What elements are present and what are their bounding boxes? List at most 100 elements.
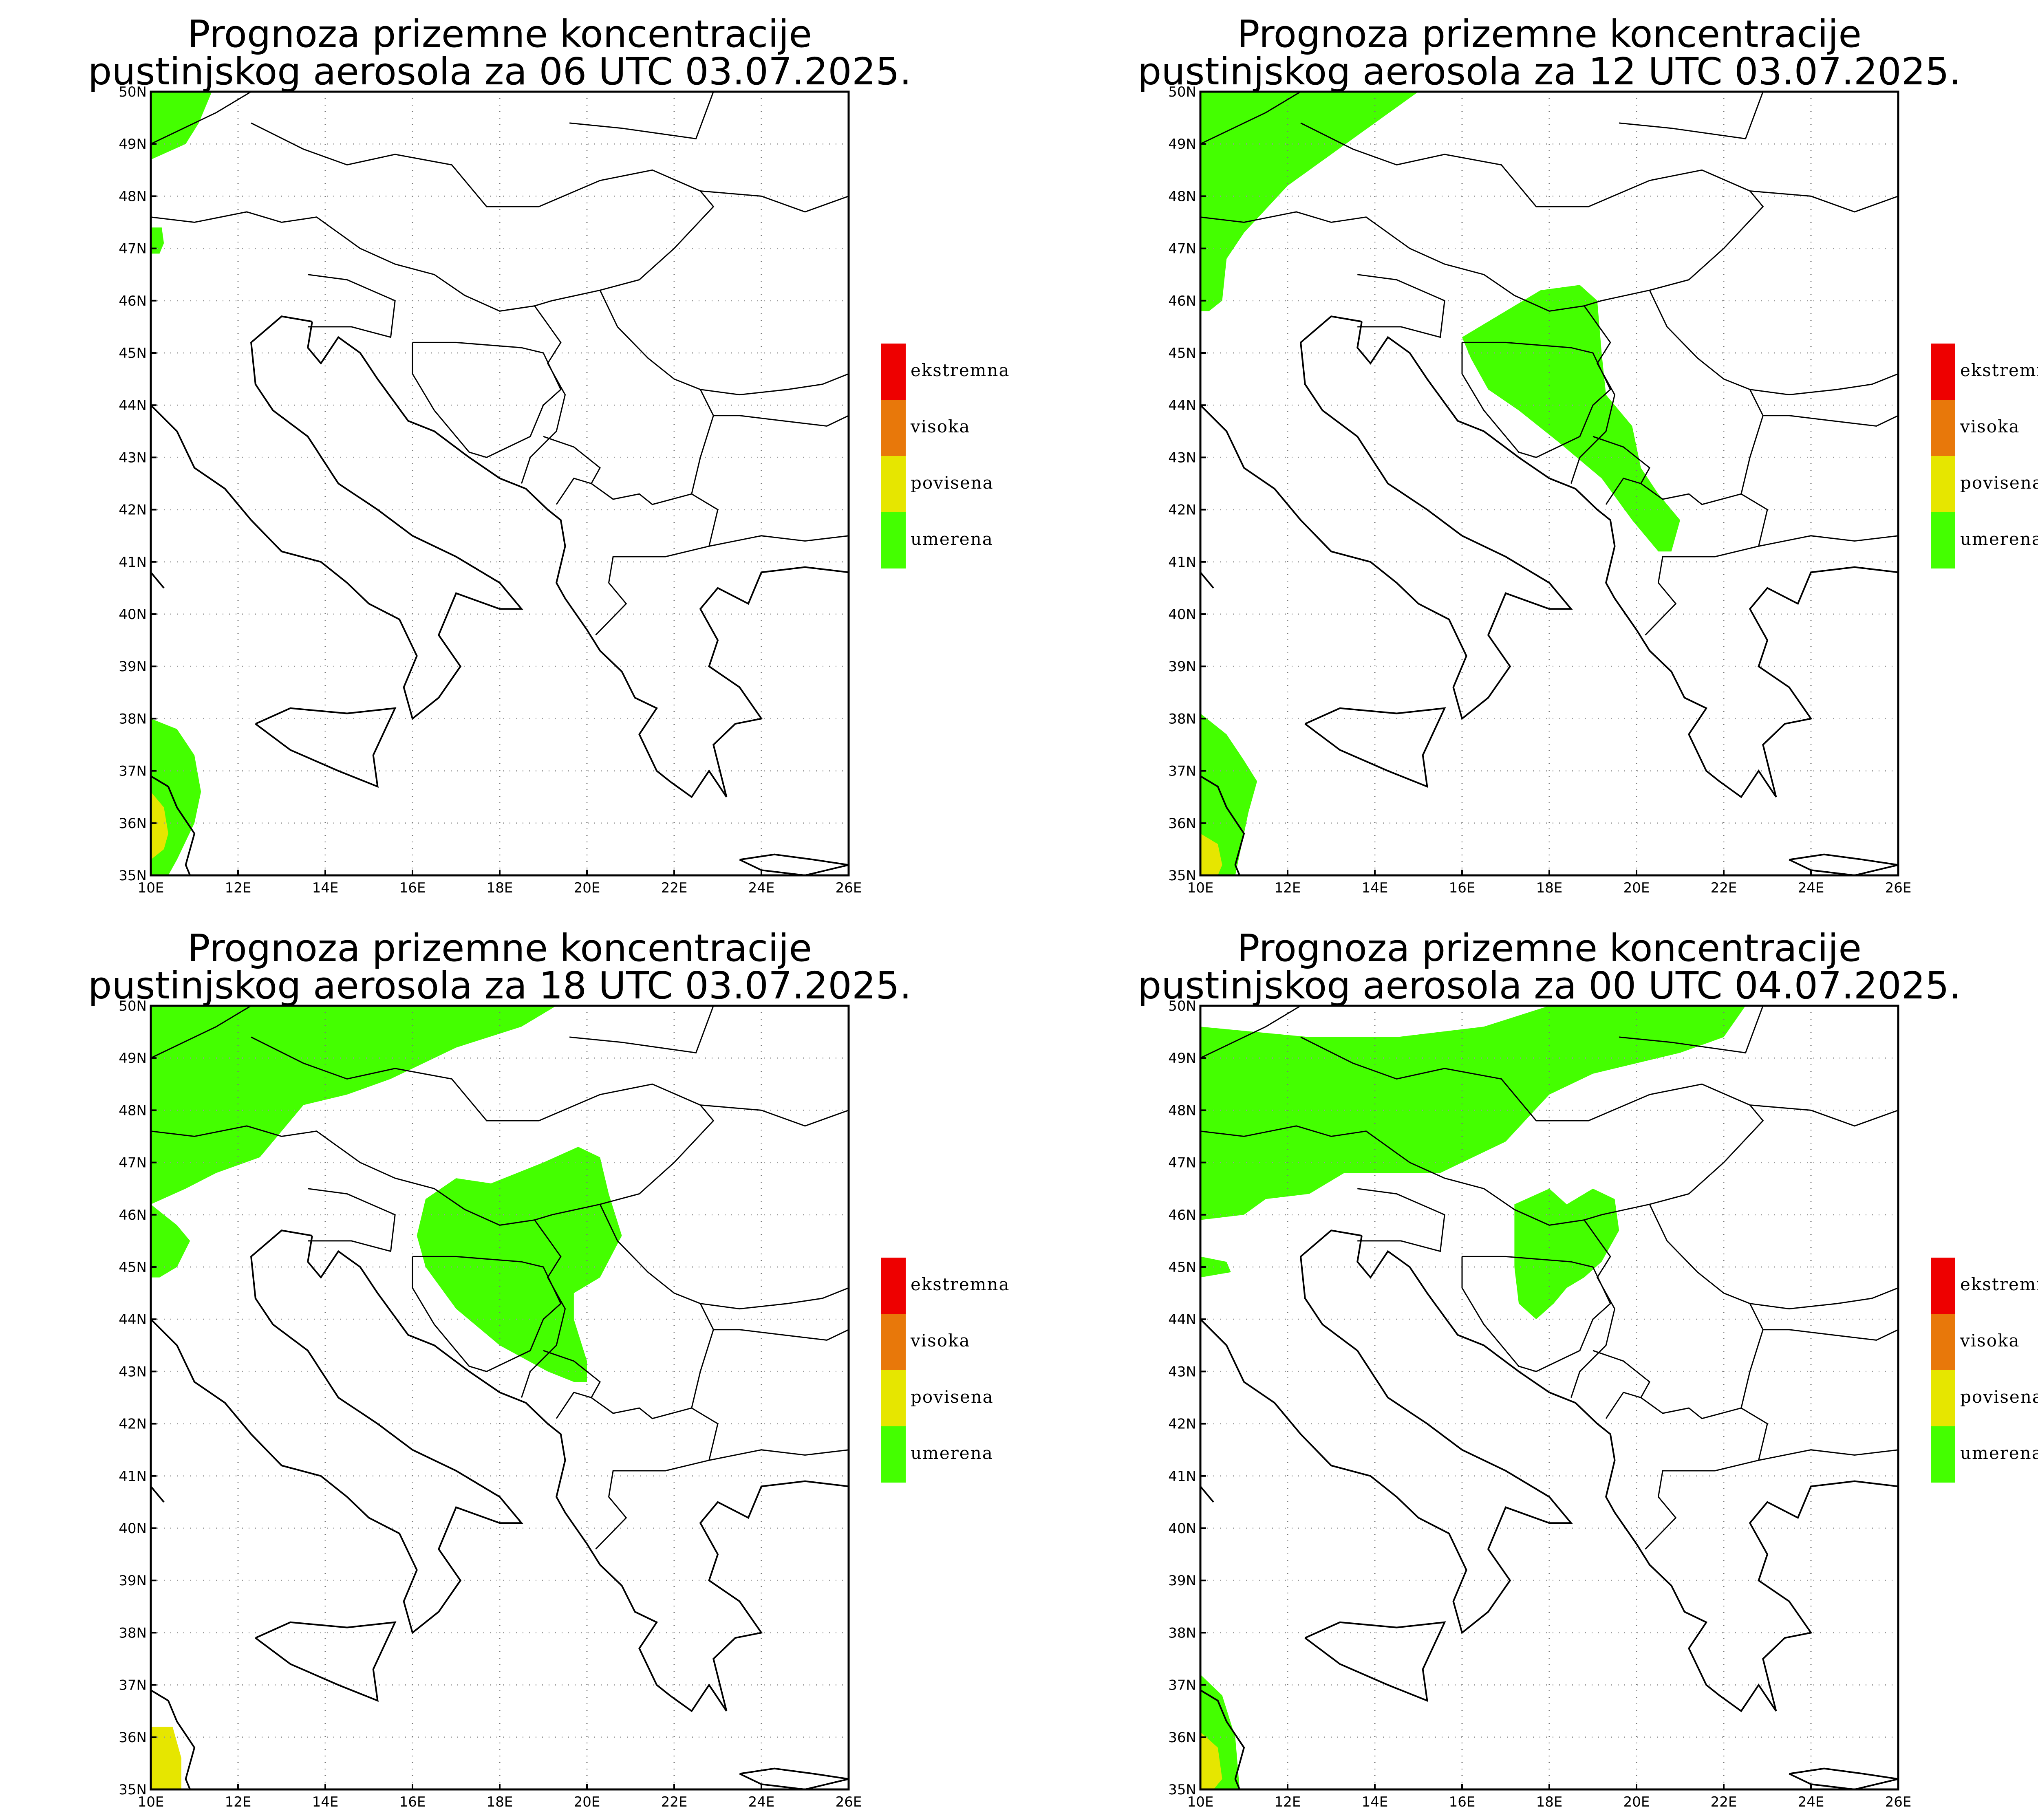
coastline bbox=[255, 1621, 397, 1702]
lon-label: 10E bbox=[138, 1794, 164, 1810]
moderate-aerosol-zone bbox=[151, 92, 212, 160]
panel-title-line1: Prognoza prizemne koncentracije bbox=[187, 926, 812, 970]
legend-label: visoka bbox=[910, 416, 970, 436]
country-border bbox=[709, 535, 849, 547]
country-border bbox=[151, 92, 251, 145]
lon-label: 16E bbox=[1449, 1794, 1476, 1810]
coastline bbox=[1200, 1689, 1245, 1789]
country-border bbox=[569, 92, 714, 140]
lat-label: 48N bbox=[1168, 188, 1196, 205]
country-border bbox=[1200, 1006, 1301, 1059]
legend-swatch bbox=[881, 1426, 906, 1483]
panel-title-line1: Prognoza prizemne koncentracije bbox=[187, 12, 812, 56]
country-border bbox=[1300, 1036, 1764, 1221]
legend-label: povisena bbox=[1960, 473, 2038, 493]
lat-label: 40N bbox=[1168, 1520, 1196, 1537]
legend: ekstremna visoka povisena umerena bbox=[881, 344, 1010, 568]
legend-label: visoka bbox=[1960, 416, 2020, 436]
map-area bbox=[151, 1006, 849, 1789]
country-border bbox=[713, 415, 849, 427]
map-area bbox=[1200, 1006, 1898, 1789]
coastline bbox=[1200, 775, 1245, 875]
lon-label: 12E bbox=[1275, 1794, 1301, 1810]
legend-swatch bbox=[1931, 400, 1955, 456]
lon-label: 16E bbox=[399, 880, 426, 896]
lat-label: 39N bbox=[1168, 1573, 1196, 1589]
lat-label: 41N bbox=[119, 554, 147, 571]
coastline bbox=[1304, 1621, 1446, 1702]
lat-label: 47N bbox=[119, 1155, 147, 1171]
lat-label: 42N bbox=[119, 502, 147, 518]
coastline bbox=[1200, 1486, 1214, 1503]
coastline bbox=[1304, 707, 1446, 788]
coastline bbox=[307, 1235, 849, 1712]
forecast-panel-1: Prognoza prizemne koncentracijepustinjsk… bbox=[88, 12, 1010, 896]
forecast-panel-2: Prognoza prizemne koncentracijepustinjsk… bbox=[1138, 12, 2038, 896]
lon-label: 18E bbox=[1536, 880, 1563, 896]
country-border bbox=[1750, 1104, 1898, 1127]
lon-label: 12E bbox=[225, 1794, 251, 1810]
lat-label: 45N bbox=[1168, 345, 1196, 361]
coastline bbox=[151, 572, 165, 589]
lat-label: 43N bbox=[1168, 449, 1196, 466]
legend-swatch bbox=[881, 1314, 906, 1370]
country-border bbox=[709, 1449, 849, 1461]
lon-label: 20E bbox=[1623, 880, 1650, 896]
country-border bbox=[713, 1329, 849, 1341]
legend-label: ekstremna bbox=[1960, 360, 2038, 380]
lat-label: 40N bbox=[1168, 606, 1196, 623]
lon-label: 24E bbox=[1798, 1794, 1824, 1810]
lat-label: 46N bbox=[1168, 1207, 1196, 1223]
lat-label: 47N bbox=[119, 241, 147, 257]
legend-swatch bbox=[1931, 344, 1955, 400]
country-border bbox=[700, 190, 849, 213]
legend-label: povisena bbox=[911, 1387, 994, 1407]
lat-label: 39N bbox=[119, 659, 147, 675]
lat-label: 37N bbox=[1168, 763, 1196, 780]
lon-label: 26E bbox=[836, 1794, 862, 1810]
legend-swatch bbox=[1931, 1426, 1955, 1483]
country-border bbox=[700, 1104, 849, 1127]
lon-label: 16E bbox=[399, 1794, 426, 1810]
lon-label: 10E bbox=[138, 880, 164, 896]
legend-label: umerena bbox=[1960, 1443, 2038, 1463]
country-border bbox=[412, 342, 562, 458]
panel-title-line1: Prognoza prizemne koncentracije bbox=[1237, 12, 1862, 56]
coastline bbox=[151, 1229, 523, 1634]
lon-label: 20E bbox=[1623, 1794, 1650, 1810]
country-border bbox=[1649, 290, 1764, 494]
country-border bbox=[251, 1036, 715, 1221]
legend-swatch bbox=[881, 1370, 906, 1426]
coastline bbox=[1356, 1235, 1898, 1712]
coastline bbox=[1200, 1229, 1573, 1634]
panel-title-line2: pustinjskog aerosola za 00 UTC 04.07.202… bbox=[1138, 964, 1961, 1007]
lat-label: 49N bbox=[1168, 136, 1196, 152]
legend-swatch bbox=[881, 400, 906, 456]
country-border bbox=[151, 211, 566, 484]
country-border bbox=[1592, 1350, 1651, 1419]
country-border bbox=[599, 290, 714, 494]
country-border bbox=[1357, 1188, 1445, 1252]
legend-label: povisena bbox=[1960, 1387, 2038, 1407]
lat-label: 41N bbox=[119, 1468, 147, 1485]
lat-label: 46N bbox=[119, 1207, 147, 1223]
lat-label: 44N bbox=[119, 397, 147, 414]
lon-label: 14E bbox=[312, 880, 339, 896]
lon-label: 24E bbox=[1798, 880, 1824, 896]
lon-label: 16E bbox=[1449, 880, 1476, 896]
coastline bbox=[151, 1689, 196, 1789]
lat-label: 43N bbox=[1168, 1364, 1196, 1380]
coastline bbox=[255, 707, 397, 788]
lat-label: 47N bbox=[1168, 241, 1196, 257]
lat-label: 46N bbox=[1168, 293, 1196, 309]
legend-label: ekstremna bbox=[911, 360, 1010, 380]
lat-label: 39N bbox=[119, 1573, 147, 1589]
lon-label: 22E bbox=[1711, 880, 1737, 896]
legend: ekstremna visoka povisena umerena bbox=[1931, 344, 2038, 568]
country-border bbox=[1750, 190, 1898, 213]
lon-label: 12E bbox=[1275, 880, 1301, 896]
country-border bbox=[1763, 415, 1898, 427]
legend-label: visoka bbox=[1960, 1331, 2020, 1351]
legend-label: umerena bbox=[911, 1443, 993, 1463]
